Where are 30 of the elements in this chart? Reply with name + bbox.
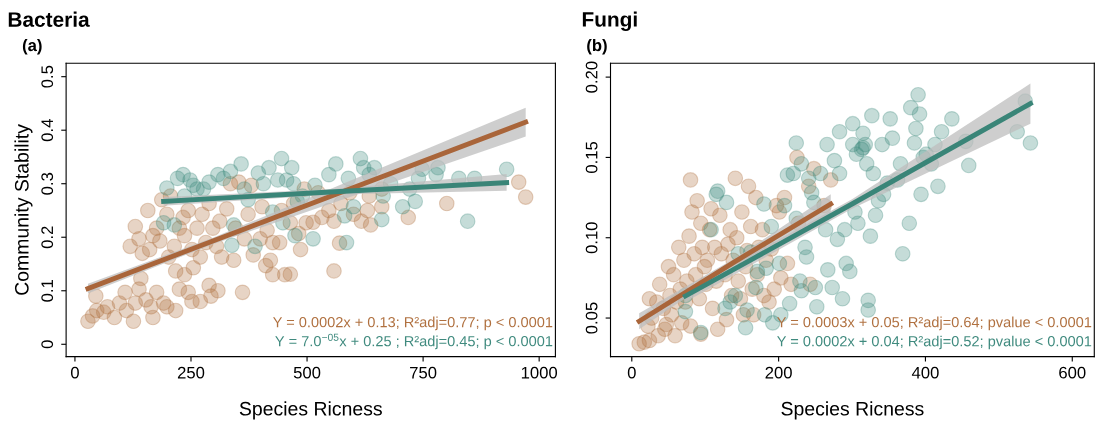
annotation: Y = 0.0002x + 0.13; R²adj=0.77; p < 0.0001 (273, 316, 553, 331)
x-tick-label: 750 (410, 366, 437, 379)
x-tick-label: 200 (765, 366, 792, 379)
y-tick-label: 0 (41, 340, 54, 349)
chart-title: Fungi (582, 11, 637, 32)
x-tick-label: 600 (1059, 366, 1086, 379)
y-tick-label: 0.20 (585, 61, 598, 93)
annotation: Y = 0.0003x + 0.05; R²adj=0.64; pvalue < 0.0001 (777, 316, 1092, 331)
x-axis-title: Species Ricness (781, 401, 924, 420)
y-axis-title: Community Stability (14, 124, 33, 295)
y-tick-label: 0.4 (41, 119, 54, 142)
x-tick-label: 250 (177, 366, 205, 379)
text: (b) (587, 38, 607, 55)
x-tick-label: 400 (911, 366, 939, 379)
y-tick-label: 0.5 (41, 65, 54, 88)
y-tick-label: 0.3 (41, 172, 54, 195)
x-tick-label: 0 (627, 366, 636, 379)
text: (a) (22, 38, 42, 55)
chart-title: Bacteria (8, 11, 90, 27)
annotation: Y = 7.0$^{−05}$x + 0.25 ; R²adj=0.45; p < 0.0001 (275, 333, 553, 350)
x-axis-title: Species Ricness (239, 401, 382, 420)
y-tick-label: 0.05 (585, 302, 598, 334)
y-tick-label: 0.15 (585, 141, 598, 173)
x-tick-label: 0 (70, 366, 79, 379)
y-tick-label: 0.10 (585, 222, 598, 254)
x-tick-label: 1000 (521, 366, 558, 379)
y-tick-label: 0.1 (41, 279, 54, 302)
x-tick-label: 500 (293, 366, 321, 379)
y-tick-label: 0.2 (41, 226, 54, 249)
annotation: Y = 0.0002x + 0.04; R²adj=0.52; pvalue < 0.0001 (777, 335, 1092, 350)
